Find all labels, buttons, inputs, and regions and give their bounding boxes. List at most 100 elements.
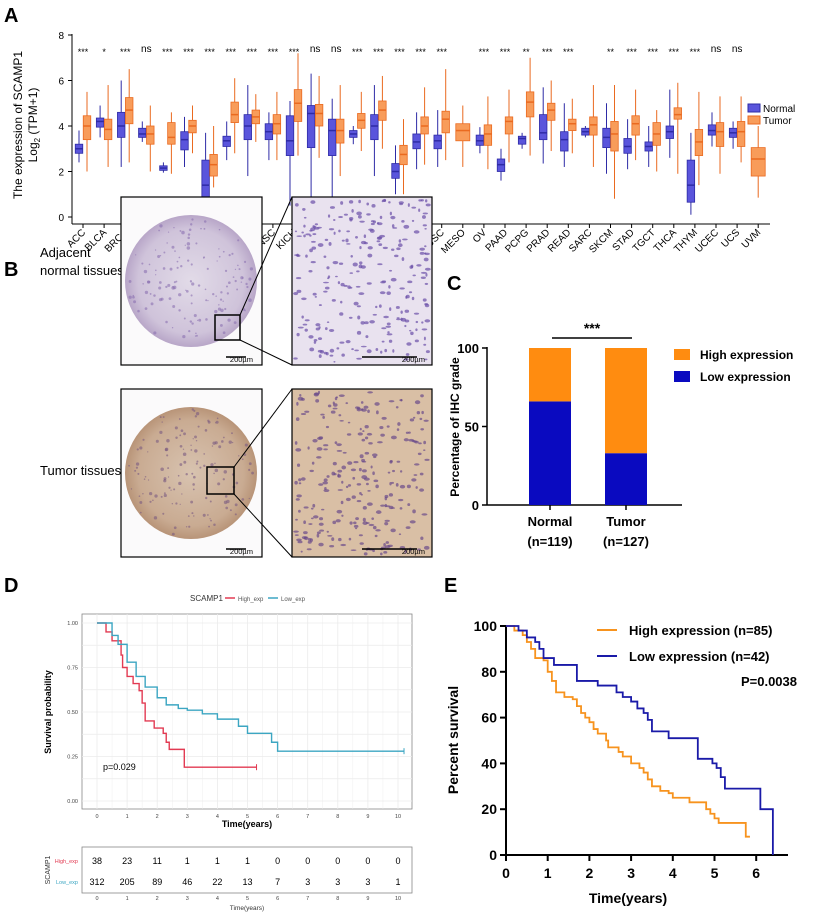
cell-nucleus xyxy=(424,245,427,248)
d-legend-low: Low_exp xyxy=(281,597,306,603)
cell-nucleus xyxy=(421,321,424,324)
d-risk-count: 1 xyxy=(185,856,190,866)
d-xtick-label: 3 xyxy=(186,814,189,820)
b-normal-zoom-box-connector xyxy=(239,339,293,366)
cell-nucleus xyxy=(293,530,299,533)
tissue-texture xyxy=(195,334,198,337)
tissue-texture xyxy=(137,309,140,313)
cell-nucleus xyxy=(338,229,341,233)
tissue-texture xyxy=(177,474,180,477)
cell-nucleus xyxy=(398,533,402,536)
cell-nucleus xyxy=(366,349,372,354)
d-risk-count: 0 xyxy=(335,856,340,866)
cell-nucleus xyxy=(403,224,410,229)
tissue-texture xyxy=(135,254,137,256)
cell-nucleus xyxy=(410,331,414,336)
cell-nucleus xyxy=(360,345,367,348)
b-row1-label-line1: Adjacent xyxy=(40,245,91,260)
cell-nucleus xyxy=(353,301,359,306)
cell-nucleus xyxy=(424,199,428,203)
cell-nucleus xyxy=(295,417,300,422)
a-box-normal xyxy=(539,87,548,164)
a-significance-label: ns xyxy=(711,44,722,55)
tissue-texture xyxy=(203,227,206,230)
cell-nucleus xyxy=(333,231,336,235)
cell-nucleus xyxy=(295,448,302,452)
cell-nucleus xyxy=(301,315,304,319)
cell-nucleus xyxy=(350,468,357,472)
cell-nucleus xyxy=(366,282,372,285)
legend-normal-label: Normal xyxy=(763,104,795,115)
a-box-body-normal xyxy=(328,118,337,156)
tissue-texture xyxy=(161,421,163,423)
cell-nucleus xyxy=(413,474,418,476)
a-xtick-label: READ xyxy=(546,227,573,254)
cell-nucleus xyxy=(347,421,351,424)
a-ytick-label: 8 xyxy=(58,31,64,42)
cell-nucleus xyxy=(408,291,413,294)
cell-nucleus xyxy=(318,522,324,526)
cell-nucleus xyxy=(318,304,322,307)
a-box-normal xyxy=(496,148,506,181)
a-box-tumor xyxy=(167,112,176,174)
tissue-texture xyxy=(243,260,247,263)
cell-nucleus xyxy=(308,335,314,339)
d-risk-count: 89 xyxy=(152,877,162,887)
cell-nucleus xyxy=(298,482,302,485)
cell-nucleus xyxy=(303,531,308,535)
cell-nucleus xyxy=(336,449,343,452)
cell-nucleus xyxy=(339,312,344,316)
cell-nucleus xyxy=(318,354,322,358)
cell-nucleus xyxy=(302,208,306,211)
tissue-texture xyxy=(130,488,133,490)
tissue-texture xyxy=(134,469,137,472)
cell-nucleus xyxy=(421,513,428,516)
cell-nucleus xyxy=(353,521,357,525)
tissue-texture xyxy=(218,255,221,258)
tissue-texture xyxy=(195,439,198,442)
a-significance-label: * xyxy=(102,47,106,57)
cell-nucleus xyxy=(390,435,397,440)
d-risk-count: 23 xyxy=(122,856,132,866)
tissue-texture xyxy=(248,497,250,500)
cell-nucleus xyxy=(404,309,410,313)
cell-nucleus xyxy=(380,433,385,437)
tissue-texture xyxy=(214,462,216,465)
a-box-tumor xyxy=(420,87,429,165)
cell-nucleus xyxy=(422,212,428,215)
cell-nucleus xyxy=(311,461,315,465)
d-risk-count: 46 xyxy=(182,877,192,887)
tissue-texture xyxy=(214,441,218,445)
tissue-texture xyxy=(238,268,241,271)
a-box-normal xyxy=(328,98,337,206)
a-box-body-tumor xyxy=(314,103,324,127)
c-ytick-label: 100 xyxy=(457,341,479,356)
e-xtick-label: 6 xyxy=(752,865,760,881)
a-box-normal xyxy=(138,121,147,142)
cell-nucleus xyxy=(419,417,423,421)
cell-nucleus xyxy=(385,541,390,544)
a-box-tumor xyxy=(293,53,303,156)
cell-nucleus xyxy=(388,400,395,403)
tissue-texture xyxy=(142,438,145,441)
cell-nucleus xyxy=(359,261,363,265)
cell-nucleus xyxy=(383,315,389,319)
d-xtick-label: 6 xyxy=(276,814,279,820)
cell-nucleus xyxy=(309,234,312,237)
cell-nucleus xyxy=(355,285,361,288)
cell-nucleus xyxy=(338,262,344,265)
cell-nucleus xyxy=(418,199,423,202)
cell-nucleus xyxy=(305,254,308,258)
a-box-tumor xyxy=(610,85,619,199)
cell-nucleus xyxy=(329,545,335,548)
a-box-normal xyxy=(74,130,84,163)
tissue-texture xyxy=(153,331,157,335)
a-xtick-label: UCEC xyxy=(693,227,721,255)
tissue-texture xyxy=(235,481,239,485)
cell-nucleus xyxy=(411,296,415,301)
cell-nucleus xyxy=(382,246,388,250)
cell-nucleus xyxy=(312,439,318,443)
tissue-texture xyxy=(183,460,187,464)
tissue-texture xyxy=(128,464,130,467)
tissue-texture xyxy=(150,302,154,306)
